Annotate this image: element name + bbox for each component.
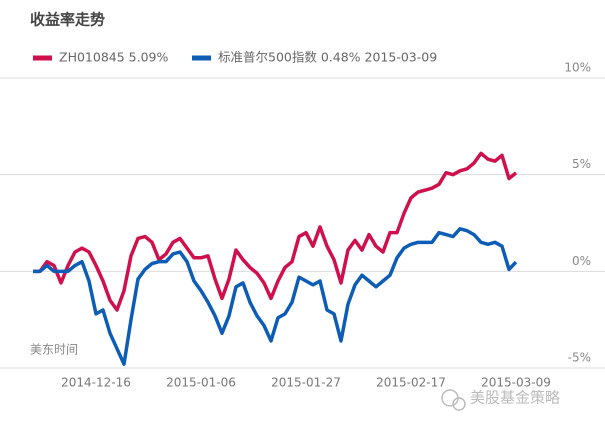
- y-tick-label: -5%: [568, 351, 591, 365]
- watermark: 美股基金策略: [470, 389, 560, 407]
- y-tick-label: 5%: [572, 157, 591, 171]
- x-tick-label: 2015-02-17: [376, 376, 446, 390]
- watermark-icon: [441, 389, 466, 411]
- series-line: [33, 151, 518, 312]
- x-tick-label: 2015-03-09: [481, 376, 551, 390]
- legend-label: 标准普尔500指数 0.48% 2015-03-09: [218, 50, 437, 65]
- y-tick-label: 10%: [564, 61, 591, 75]
- legend-label: ZH010845 5.09%: [59, 50, 168, 65]
- chart-title: 收益率走势: [30, 11, 105, 29]
- time-note: 美东时间: [30, 343, 78, 357]
- series-line: [33, 227, 518, 366]
- x-tick-label: 2014-12-16: [61, 376, 131, 390]
- x-tick-label: 2015-01-06: [166, 376, 236, 390]
- x-tick-label: 2015-01-27: [271, 376, 341, 390]
- y-tick-label: 0%: [572, 254, 591, 268]
